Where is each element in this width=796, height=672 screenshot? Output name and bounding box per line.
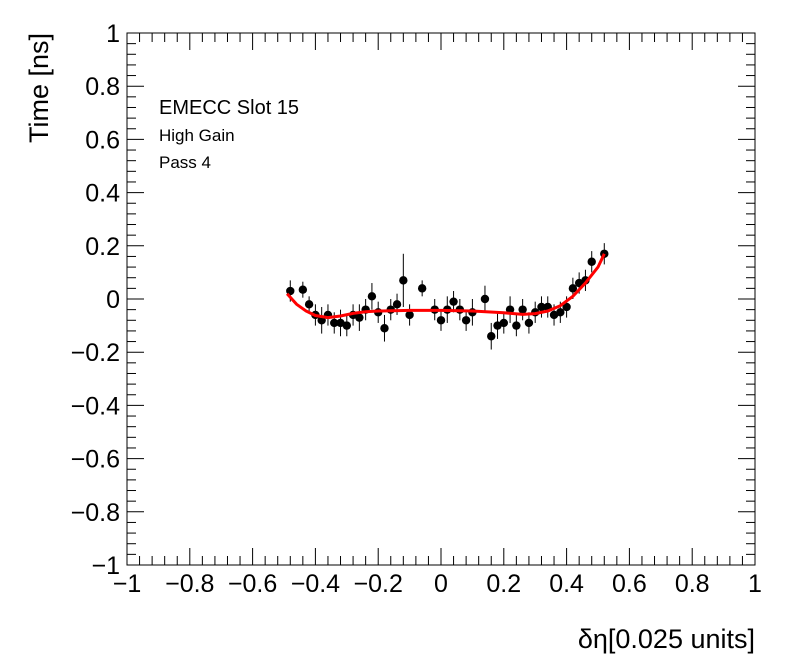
- data-point: [499, 312, 508, 334]
- data-point: [524, 312, 534, 334]
- x-tick-label: −1: [113, 570, 142, 598]
- x-axis-tick-labels: −1 −0.8 −0.6 −0.4 −0.2 0 0.2 0.4 0.6 0.8 1: [113, 570, 762, 598]
- point-marker: [524, 318, 534, 328]
- x-tick-label: 0.4: [549, 570, 584, 598]
- point-marker: [330, 318, 339, 328]
- point-marker: [512, 321, 521, 330]
- data-point: [493, 312, 502, 339]
- point-marker: [392, 300, 402, 309]
- data-point: [367, 283, 377, 310]
- point-marker: [380, 324, 389, 333]
- y-tick-label: 0: [106, 286, 120, 314]
- annotation-pass: Pass 4: [159, 153, 211, 172]
- data-point: [355, 304, 364, 331]
- data-point: [405, 304, 414, 326]
- point-marker: [336, 318, 345, 328]
- data-point: [380, 314, 389, 342]
- data-point: [336, 309, 345, 337]
- point-marker: [449, 297, 458, 306]
- y-axis-tick-labels: −1 −0.8 −0.6 −0.4 −0.2 0 0.2 0.4 0.6 0.8 1: [71, 20, 120, 580]
- y-tick-label: 0.4: [85, 180, 120, 208]
- x-axis-ticks: [126, 33, 756, 565]
- data-point: [317, 306, 326, 334]
- data-point: [537, 296, 546, 318]
- x-tick-label: 0.2: [486, 570, 521, 598]
- point-marker: [298, 285, 308, 294]
- point-marker: [556, 308, 565, 317]
- data-point: [342, 314, 351, 337]
- point-marker: [518, 305, 527, 314]
- point-marker: [493, 321, 502, 330]
- y-tick-label: 0.6: [85, 126, 120, 154]
- data-point: [587, 251, 596, 273]
- point-marker: [436, 316, 446, 325]
- data-point: [449, 291, 458, 313]
- point-marker: [355, 313, 364, 322]
- annotation-slot: EMECC Slot 15: [159, 97, 299, 119]
- x-tick-label: −0.6: [228, 570, 277, 598]
- point-marker: [537, 302, 546, 312]
- point-marker: [417, 284, 427, 293]
- data-points: [286, 243, 609, 350]
- x-tick-label: 0: [434, 570, 448, 598]
- point-marker: [587, 257, 596, 266]
- data-point: [304, 296, 314, 313]
- y-tick-label: 1: [106, 20, 120, 48]
- y-tick-label: −0.2: [71, 339, 120, 367]
- data-point: [518, 299, 527, 321]
- y-tick-label: −0.6: [71, 446, 120, 474]
- point-marker: [367, 292, 377, 301]
- data-point: [512, 314, 521, 337]
- x-tick-label: 0.6: [612, 570, 647, 598]
- annotation-gain: High Gain: [159, 126, 235, 145]
- data-point: [505, 296, 515, 323]
- point-marker: [574, 278, 584, 288]
- y-axis-ticks: [127, 32, 755, 566]
- y-tick-label: 0.8: [85, 73, 120, 101]
- point-marker: [304, 300, 314, 309]
- point-marker: [480, 294, 490, 304]
- point-marker: [342, 321, 351, 330]
- point-marker: [399, 276, 408, 285]
- point-marker: [549, 310, 559, 320]
- y-tick-label: −0.8: [71, 499, 120, 527]
- x-tick-label: −0.4: [291, 570, 340, 598]
- x-axis-title: δη[0.025 units]: [578, 624, 755, 654]
- data-point: [399, 253, 408, 307]
- x-tick-label: −0.8: [165, 570, 214, 598]
- data-point: [461, 309, 471, 331]
- point-marker: [562, 302, 571, 312]
- fit-curve: [285, 253, 606, 320]
- point-marker: [405, 310, 414, 320]
- x-tick-label: 1: [748, 570, 762, 598]
- y-axis-title: Time [ns]: [24, 33, 54, 143]
- y-tick-label: 0.2: [85, 233, 120, 261]
- data-point: [480, 285, 490, 313]
- y-tick-label: −1: [91, 552, 120, 580]
- x-tick-label: −0.2: [354, 570, 403, 598]
- data-point: [417, 280, 427, 297]
- point-marker: [499, 318, 508, 328]
- data-point: [487, 322, 496, 350]
- point-marker: [487, 332, 496, 341]
- y-tick-label: −0.4: [71, 392, 120, 420]
- data-point: [298, 281, 308, 298]
- data-point: [436, 309, 446, 331]
- point-marker: [461, 316, 471, 325]
- point-marker: [568, 284, 578, 293]
- x-tick-label: 0.8: [675, 570, 710, 598]
